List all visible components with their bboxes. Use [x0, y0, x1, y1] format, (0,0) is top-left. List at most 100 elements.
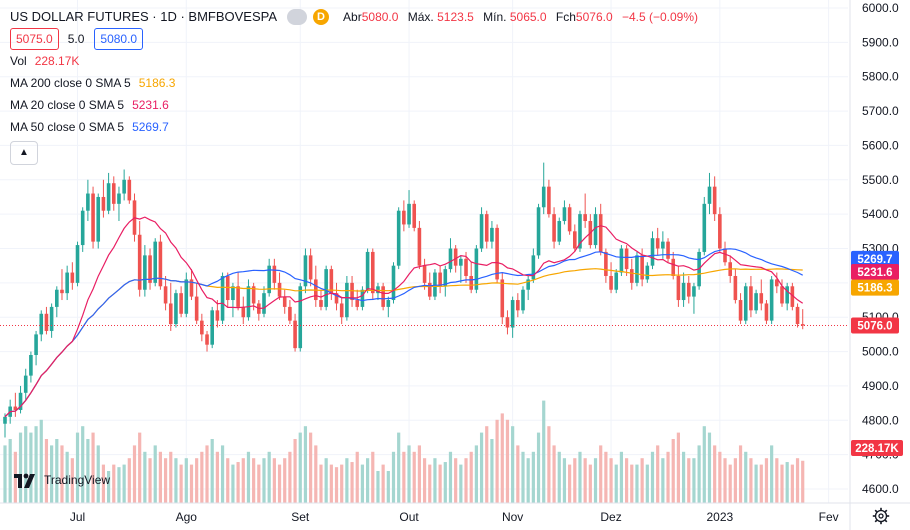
volume-bar: [309, 432, 313, 503]
candle-body: [764, 303, 769, 321]
indicator-vol[interactable]: Vol 228.17K: [10, 50, 704, 72]
volume-bar: [531, 451, 535, 503]
volume-bar: [18, 432, 23, 503]
indicator-ma200[interactable]: MA 200 close 0 SMA 5 5186.3: [10, 72, 704, 94]
volume-bar: [34, 426, 38, 503]
candle-body: [453, 248, 458, 266]
candle-body: [573, 231, 577, 249]
volume-bar: [50, 445, 54, 503]
candle-body: [122, 179, 126, 194]
candle-body: [645, 265, 650, 280]
candle-body: [490, 227, 494, 242]
candle-body: [417, 227, 422, 266]
volume-bar: [749, 458, 753, 503]
candle-body: [194, 296, 199, 321]
time-axis: Jul Ago Set Out Nov Dez 2023 Fev: [0, 502, 910, 524]
volume-bar: [226, 458, 230, 503]
indicator-ma50[interactable]: MA 50 close 0 SMA 5 5269.7: [10, 116, 704, 138]
volume-bar: [381, 464, 385, 503]
sell-button[interactable]: 5075.0: [10, 28, 59, 50]
volume-bar: [412, 451, 416, 503]
tradingview-logo-text: TradingView: [44, 473, 111, 487]
time-tick-label: Set: [291, 510, 310, 524]
volume-bar: [257, 464, 261, 503]
candle-body: [29, 355, 33, 376]
candle-body: [624, 248, 629, 270]
tradingview-logo[interactable]: TradingView: [12, 470, 110, 490]
candle-body: [702, 203, 707, 252]
candle-body: [215, 310, 220, 321]
volume-bar: [459, 464, 463, 503]
chart-settings-button[interactable]: [872, 507, 890, 530]
volume-bar: [112, 464, 116, 503]
price-badge-label: 5076.0: [857, 320, 892, 332]
volume-bar: [169, 451, 173, 503]
candle-body: [391, 265, 396, 301]
volume-bar: [96, 445, 100, 503]
candle-body: [117, 193, 121, 204]
candle-body: [200, 320, 204, 335]
ma20-line: [4, 216, 804, 418]
volume-bar: [143, 451, 147, 503]
volume-bar: [210, 439, 214, 503]
candle-body: [464, 258, 468, 276]
volume-bar: [360, 464, 365, 503]
candle-body: [220, 275, 225, 321]
candle-body: [386, 300, 391, 307]
candle-body: [277, 282, 282, 297]
market-status-indicator[interactable]: [287, 9, 308, 25]
volume-bar: [614, 464, 618, 503]
volume-bar: [8, 439, 12, 503]
volume-bar: [345, 458, 349, 503]
candle-body: [775, 279, 779, 287]
candle-body: [604, 251, 608, 276]
candle-body: [303, 255, 308, 287]
volume-bar: [252, 458, 256, 503]
indicator-label: MA 200 close 0 SMA 5: [10, 76, 131, 90]
candle-body: [686, 282, 691, 297]
volume-bar: [350, 462, 354, 503]
candle-body: [231, 286, 235, 301]
candle-body: [205, 334, 209, 345]
volume-bar: [764, 458, 769, 503]
volume-bar: [775, 458, 779, 503]
candle-body: [143, 255, 147, 290]
collapse-legend-button[interactable]: ▲: [10, 141, 38, 165]
candle-body: [407, 203, 411, 225]
volume-bar: [568, 464, 572, 503]
candle-body: [692, 286, 696, 297]
volume-bar: [557, 451, 561, 503]
candle-body: [479, 214, 484, 249]
candle-body: [23, 375, 28, 393]
spread-value: 5.0: [67, 32, 85, 46]
volume-bar: [417, 445, 421, 503]
price-tick-label: 5000.0: [862, 345, 899, 359]
candle-body: [749, 286, 753, 311]
candle-body: [422, 265, 427, 283]
candle-body: [174, 293, 178, 325]
delayed-data-badge[interactable]: D: [313, 9, 330, 25]
candle-body: [671, 258, 676, 276]
candle-body: [49, 306, 54, 331]
grid-lines: [0, 0, 848, 503]
volume-bar: [122, 464, 126, 503]
candle-body: [329, 269, 334, 294]
symbol-title[interactable]: US DOLLAR FUTURES · 1D · BMFBOVESPA: [10, 9, 278, 24]
candle-body: [267, 265, 271, 294]
volume-bar: [713, 445, 717, 503]
volume-bar: [656, 445, 660, 503]
candle-body: [189, 279, 194, 297]
candle-body: [609, 275, 613, 290]
buy-button[interactable]: 5080.0: [94, 28, 144, 50]
indicator-ma20[interactable]: MA 20 close 0 SMA 5 5231.6: [10, 94, 704, 116]
candle-body: [743, 286, 748, 321]
ohlc-close-key: Fch: [555, 10, 576, 24]
price-tick-label: 5700.0: [862, 104, 899, 118]
volume-bar: [267, 451, 271, 503]
candle-body: [474, 248, 479, 290]
price-tick-label: 4600.0: [862, 482, 899, 496]
candle-body: [34, 334, 38, 356]
ohlc-high-value: 5123.5: [437, 10, 474, 24]
volume-bar: [474, 445, 478, 503]
